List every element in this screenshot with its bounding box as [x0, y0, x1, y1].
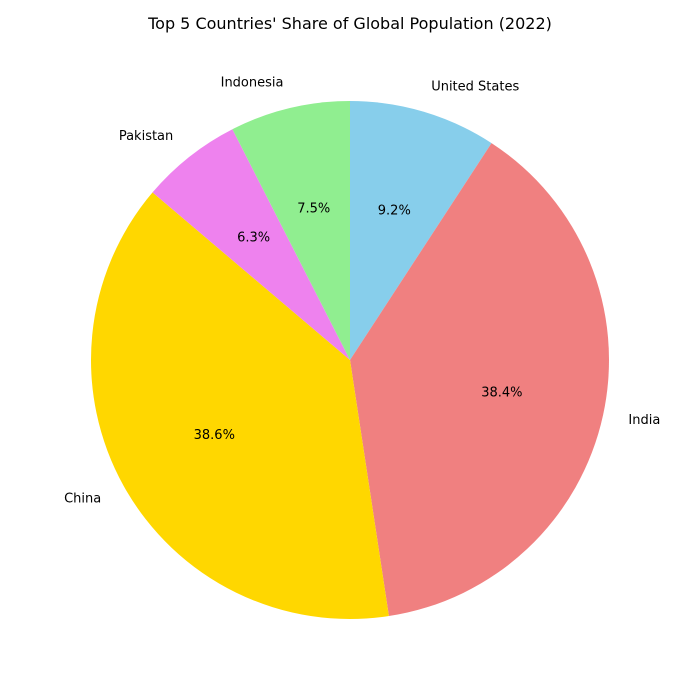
- pie-slice-pakistan: [152, 129, 350, 360]
- slice-percent-indonesia: 7.5%: [297, 201, 330, 216]
- pie-slice-united-states: [350, 101, 492, 360]
- slice-percent-pakistan: 6.3%: [237, 231, 270, 246]
- pie-slices: [91, 101, 609, 619]
- slice-percent-united-states: 9.2%: [378, 204, 411, 219]
- slice-label-united-states: United States: [431, 79, 519, 94]
- slice-percent-china: 38.6%: [194, 428, 235, 443]
- slice-label-china: China: [64, 491, 101, 506]
- slice-label-indonesia: Indonesia: [221, 75, 284, 90]
- pie-labels: 9.2% United States 38.4% India 38.6% China 6.3…: [64, 75, 660, 506]
- chart-title: Top 5 Countries' Share of Global Populat…: [147, 14, 552, 33]
- pie-slice-india: [350, 143, 609, 617]
- slice-percent-india: 38.4%: [481, 385, 522, 400]
- slice-label-india: India: [628, 413, 660, 428]
- pie-slice-indonesia: [232, 101, 350, 360]
- pie-slice-china: [91, 192, 389, 619]
- slice-label-pakistan: Pakistan: [119, 129, 173, 144]
